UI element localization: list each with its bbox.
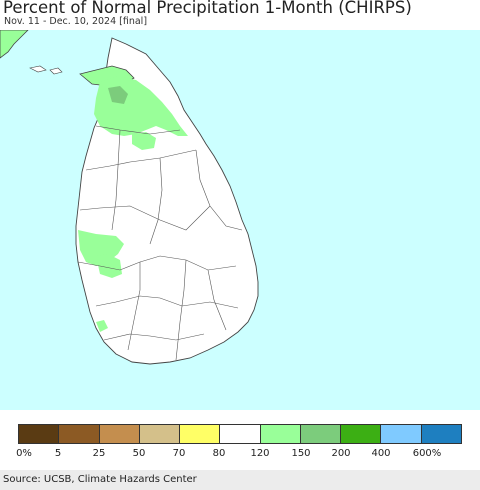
legend-label: 50 [132, 448, 146, 459]
legend-label: 200 [331, 448, 351, 459]
above-normal-region-north-patch [132, 132, 156, 150]
above-normal-region-southwest [96, 320, 108, 332]
legend-swatch [220, 425, 261, 443]
india-coastline [0, 30, 29, 59]
legend-swatch [19, 425, 60, 443]
legend-swatch [99, 425, 140, 443]
legend-label: 120 [250, 448, 270, 459]
precipitation-map [0, 30, 480, 410]
legend-label: 0% [16, 448, 32, 459]
footer: Source: UCSB, Climate Hazards Center [0, 470, 480, 490]
legend-label: 70 [172, 448, 186, 459]
legend-swatch [59, 425, 100, 443]
legend-label: 5 [54, 448, 62, 459]
legend-swatch [260, 425, 301, 443]
source-credit: Source: UCSB, Climate Hazards Center [3, 474, 197, 485]
legend-swatch [341, 425, 382, 443]
legend-swatch [381, 425, 422, 443]
legend-swatch [300, 425, 342, 443]
legend-labels: 0% 5 25 50 70 80 120 150 200 400 600% [0, 448, 480, 462]
legend-swatch [180, 425, 221, 443]
legend-label: 25 [92, 448, 106, 459]
map-panel [0, 30, 480, 410]
above-normal-region-west-patch [96, 254, 122, 278]
district-boundaries [77, 125, 243, 361]
legend-swatch [421, 425, 461, 443]
adams-bridge-islets [29, 65, 63, 75]
legend-label: 150 [291, 448, 311, 459]
legend-label: 400 [371, 448, 391, 459]
map-title: Percent of Normal Precipitation 1-Month … [3, 0, 412, 17]
wetter-region-north [108, 86, 128, 104]
legend-label: 80 [212, 448, 226, 459]
legend-bar [18, 424, 462, 444]
map-subtitle: Nov. 11 - Dec. 10, 2024 [final] [4, 16, 148, 27]
legend-swatch [139, 425, 181, 443]
legend-label: 600% [412, 448, 442, 459]
